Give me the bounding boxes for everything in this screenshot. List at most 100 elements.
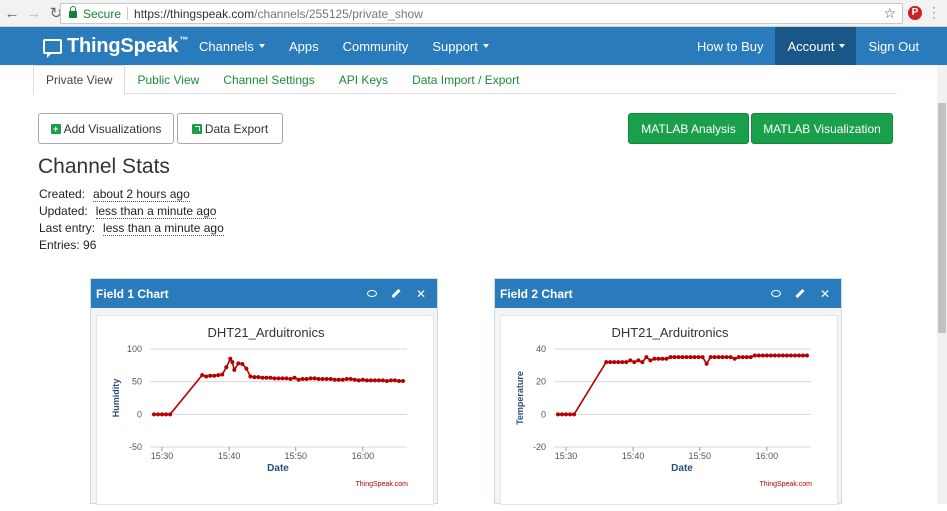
chart-title: DHT21_Arduitronics: [611, 325, 729, 340]
data-point: [352, 377, 357, 382]
data-point: [676, 355, 681, 360]
data-point: [620, 360, 625, 365]
comment-icon[interactable]: [367, 290, 377, 297]
data-point: [632, 360, 637, 365]
channel-tabs: Private View Public View Channel Setting…: [33, 65, 897, 95]
created-value: about 2 hours ago: [93, 187, 190, 202]
temperature-chart: DHT21_Arduitronics -20 0 20 40 15:30 15:40 15:5…: [515, 325, 812, 488]
page-scrollbar[interactable]: [937, 65, 947, 504]
site-header: ThingSpeak™ Channels Apps Community Supp…: [0, 27, 947, 65]
last-entry-value: less than a minute ago: [103, 221, 224, 236]
caret-down-icon: [258, 44, 265, 48]
secure-label: Secure: [83, 6, 122, 21]
data-export-button[interactable]: Data Export: [177, 113, 283, 144]
data-point: [152, 412, 157, 417]
data-point: [716, 355, 721, 360]
data-point: [660, 356, 665, 361]
chart-area: DHT21_Arduitronics -20 0 20 40 15:30 15:40 15:5…: [500, 315, 838, 505]
x-tick-label: 15:40: [622, 451, 645, 461]
data-point: [396, 379, 401, 384]
close-icon[interactable]: ✕: [415, 286, 427, 301]
data-point: [672, 355, 677, 360]
tab-private-view[interactable]: Private View: [33, 65, 126, 95]
data-point: [208, 373, 213, 378]
nav-apps[interactable]: Apps: [288, 38, 319, 54]
data-point: [324, 377, 329, 382]
y-axis-label: Humidity: [111, 379, 121, 418]
data-point: [328, 377, 333, 382]
tab-channel-settings[interactable]: Channel Settings: [223, 72, 315, 87]
data-point: [724, 355, 729, 360]
x-tick-label: 15:30: [151, 451, 174, 461]
data-point: [228, 356, 233, 361]
nav-community[interactable]: Community: [342, 38, 409, 54]
data-point: [244, 366, 249, 371]
caret-down-icon: [482, 44, 489, 48]
humidity-chart: DHT21_Arduitronics -50 0 50 100 15:30 15:40 15:…: [111, 325, 408, 488]
x-tick-label: 15:50: [689, 451, 712, 461]
close-icon[interactable]: ✕: [819, 286, 831, 301]
y-tick-label: 40: [536, 344, 546, 354]
nav-channels[interactable]: Channels: [187, 27, 277, 65]
data-point: [212, 373, 217, 378]
tab-api-keys[interactable]: API Keys: [338, 72, 389, 87]
pencil-icon[interactable]: [391, 288, 401, 299]
url-host: https://thingspeak.com: [134, 6, 255, 21]
data-point: [748, 355, 753, 360]
tab-public-view[interactable]: Public View: [137, 72, 200, 87]
data-point: [688, 355, 693, 360]
pinterest-icon[interactable]: P: [908, 6, 922, 20]
bookmark-star-icon[interactable]: ☆: [883, 5, 896, 21]
reload-icon[interactable]: ↻: [49, 5, 63, 22]
data-point: [684, 355, 689, 360]
data-point: [780, 353, 785, 358]
nav-sign-out[interactable]: Sign Out: [868, 38, 920, 54]
data-point: [784, 353, 789, 358]
data-point: [744, 355, 749, 360]
data-point: [340, 377, 345, 382]
data-point: [264, 375, 269, 380]
nav-support[interactable]: Support: [420, 27, 501, 65]
data-point: [348, 377, 353, 382]
data-point: [796, 353, 801, 358]
y-tick-label: 100: [127, 344, 142, 354]
data-point: [668, 355, 673, 360]
data-point: [236, 361, 241, 366]
browser-menu-icon[interactable]: · · ·: [932, 0, 936, 24]
tab-data-import-export[interactable]: Data Import / Export: [412, 72, 520, 87]
data-point: [364, 378, 369, 383]
data-point: [700, 355, 705, 360]
data-point: [712, 355, 717, 360]
data-point: [608, 360, 613, 365]
y-tick-label: 0: [137, 409, 142, 419]
pencil-icon[interactable]: [795, 288, 805, 299]
data-point: [276, 376, 281, 381]
comment-icon[interactable]: [771, 290, 781, 297]
data-point: [256, 375, 261, 380]
data-point: [260, 375, 265, 380]
address-bar[interactable]: Secure https://thingspeak.com/channels/2…: [60, 3, 903, 24]
nav-account[interactable]: Account: [775, 27, 857, 65]
forward-arrow-icon[interactable]: →: [26, 4, 42, 22]
data-point: [624, 360, 629, 365]
nav-how-to-buy[interactable]: How to Buy: [697, 38, 764, 54]
back-arrow-icon[interactable]: ←: [4, 4, 20, 22]
data-point: [612, 360, 617, 365]
matlab-visualization-button[interactable]: MATLAB Visualization: [751, 113, 893, 144]
data-point: [160, 412, 165, 417]
data-point: [760, 353, 765, 358]
export-icon: [191, 123, 202, 134]
add-visualizations-button[interactable]: + Add Visualizations: [38, 113, 174, 144]
field-1-chart-panel: Field 1 Chart ✕ DHT21_Arduitronics -50 0 50…: [90, 278, 438, 505]
chart-title: DHT21_Arduitronics: [207, 325, 325, 340]
data-point: [736, 355, 741, 360]
speech-bubble-icon: [43, 39, 62, 58]
data-point: [296, 377, 301, 382]
data-point: [680, 355, 685, 360]
plus-icon: +: [50, 123, 61, 134]
site-logo[interactable]: ThingSpeak™: [43, 35, 188, 58]
scrollbar-thumb[interactable]: [938, 103, 946, 333]
data-point: [376, 378, 381, 383]
data-point: [316, 377, 321, 382]
matlab-analysis-button[interactable]: MATLAB Analysis: [628, 113, 749, 144]
